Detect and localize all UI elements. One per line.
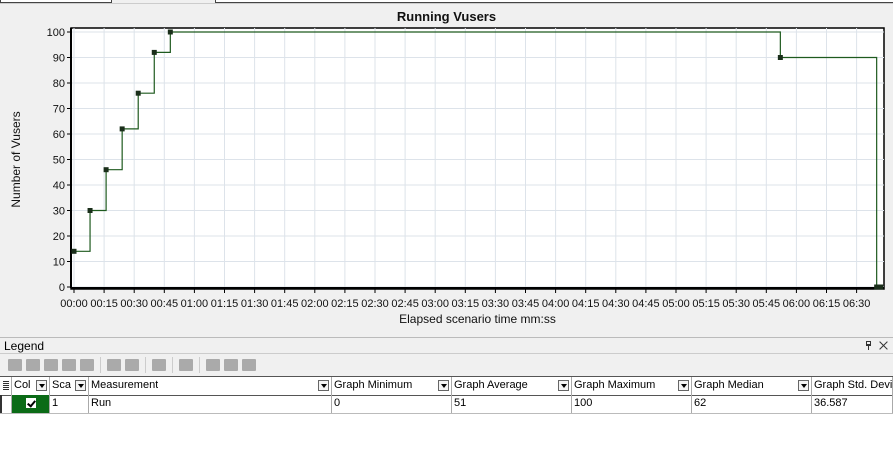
row-selector-icon: [3, 381, 9, 390]
y-tick-label: 60: [53, 129, 65, 141]
columns-icon[interactable]: [179, 358, 193, 371]
x-tick-label: 04:45: [632, 298, 660, 310]
x-tick-label: 04:30: [602, 298, 630, 310]
column-header[interactable]: Col: [12, 377, 50, 395]
x-tick-label: 05:15: [692, 298, 720, 310]
legend-header: Legend: [0, 337, 893, 353]
x-tick-label: 04:15: [572, 298, 600, 310]
x-tick-label: 01:00: [181, 298, 209, 310]
pin-icon[interactable]: [866, 341, 871, 350]
filter-icon[interactable]: [80, 358, 94, 371]
x-tick-label: 02:15: [331, 298, 359, 310]
x-tick-label: 05:45: [753, 298, 781, 310]
x-tick-label: 04:00: [542, 298, 570, 310]
y-axis-label: Number of Vusers: [9, 111, 23, 207]
chart: 0 10 20 30 40 50 60 70 80 90 100 00:00 00:15 00:30 00:…: [9, 27, 885, 326]
toolbar-button[interactable]: [152, 358, 166, 371]
x-tick-label: 02:00: [301, 298, 329, 310]
color-cell[interactable]: [12, 395, 50, 413]
y-tick-label: 50: [53, 155, 65, 167]
y-tick-label: 10: [53, 257, 65, 269]
close-icon[interactable]: [879, 341, 888, 350]
column-header[interactable]: Graph Average: [452, 377, 572, 395]
x-tick-label: 00:15: [90, 298, 118, 310]
chevron-down-icon[interactable]: [438, 380, 449, 391]
data-point: [87, 208, 93, 213]
table-row[interactable]: 1 Run 0 51 100 62 36.587: [0, 395, 893, 414]
data-point: [119, 126, 125, 132]
column-header[interactable]: Measurement: [89, 377, 332, 395]
data-point: [151, 49, 157, 55]
toolbar-button[interactable]: [8, 358, 22, 371]
column-header[interactable]: Graph Minimum: [332, 377, 452, 395]
y-tick-label: 40: [53, 180, 65, 192]
plot-area: [70, 27, 885, 290]
y-tick-label: 100: [47, 27, 65, 39]
x-tick-label: 03:30: [482, 298, 510, 310]
chevron-down-icon[interactable]: [678, 380, 689, 391]
data-point: [167, 29, 173, 35]
x-tick-label: 02:30: [361, 298, 389, 310]
chevron-down-icon[interactable]: [558, 380, 569, 391]
x-tick-label: 06:00: [783, 298, 811, 310]
y-tick-label: 20: [53, 231, 65, 243]
chevron-down-icon[interactable]: [318, 380, 329, 391]
chevron-down-icon[interactable]: [36, 380, 47, 391]
y-tick-label: 30: [53, 206, 65, 218]
toolbar-button[interactable]: [206, 358, 220, 371]
toolbar-button[interactable]: [224, 358, 238, 371]
toolbar-button[interactable]: [125, 358, 139, 371]
series-line: [74, 31, 882, 288]
x-tick-label: 02:45: [391, 298, 419, 310]
column-header[interactable]: Sca: [50, 377, 89, 395]
row-selector[interactable]: [0, 377, 12, 395]
x-axis-label: Elapsed scenario time mm:ss: [399, 312, 556, 326]
x-tick-label: 00:30: [120, 298, 148, 310]
data-point: [135, 90, 141, 96]
tab[interactable]: [0, 0, 112, 3]
chevron-down-icon[interactable]: [75, 380, 86, 391]
x-tick-label: 03:45: [512, 298, 540, 310]
tab[interactable]: [215, 0, 893, 3]
x-tick-label: 03:00: [421, 298, 449, 310]
data-point: [71, 248, 77, 254]
data-point: [874, 284, 880, 290]
x-tick-label: 05:00: [662, 298, 690, 310]
chart-title: Running Vusers: [396, 9, 497, 24]
data-point: [777, 55, 783, 60]
column-header[interactable]: Graph Maximum: [572, 377, 692, 395]
y-tick-label: 70: [53, 104, 65, 116]
legend-table: Col Sca Measurement Graph Minimum Graph …: [0, 376, 893, 449]
x-tick-label: 01:30: [241, 298, 269, 310]
x-tick-label: 00:00: [60, 298, 88, 310]
x-tick-label: 01:45: [271, 298, 299, 310]
checkbox[interactable]: [26, 398, 36, 408]
data-point: [878, 284, 884, 290]
column-header[interactable]: Graph Median: [692, 377, 812, 395]
y-tick-label: 0: [59, 282, 65, 294]
toolbar-button[interactable]: [107, 358, 121, 371]
toolbar-button[interactable]: [26, 358, 40, 371]
chart-panel: Running Vusers: [0, 3, 893, 332]
table-header: Col Sca Measurement Graph Minimum Graph …: [0, 376, 893, 396]
toolbar-button[interactable]: [62, 358, 76, 371]
x-tick-label: 05:30: [722, 298, 750, 310]
toolbar-button[interactable]: [242, 358, 256, 371]
toolbar-button[interactable]: [44, 358, 58, 371]
data-point: [103, 167, 109, 173]
x-tick-label: 06:30: [843, 298, 871, 310]
y-tick-label: 80: [53, 78, 65, 90]
legend-toolbar: [0, 353, 893, 375]
chevron-down-icon[interactable]: [798, 380, 809, 391]
y-tick-label: 90: [53, 53, 65, 65]
x-tick-label: 00:45: [151, 298, 179, 310]
x-tick-label: 03:15: [452, 298, 480, 310]
legend-title: Legend: [4, 339, 45, 353]
column-header[interactable]: Graph Std. Devi: [812, 377, 893, 395]
x-tick-label: 06:15: [813, 298, 841, 310]
x-tick-label: 01:15: [211, 298, 239, 310]
